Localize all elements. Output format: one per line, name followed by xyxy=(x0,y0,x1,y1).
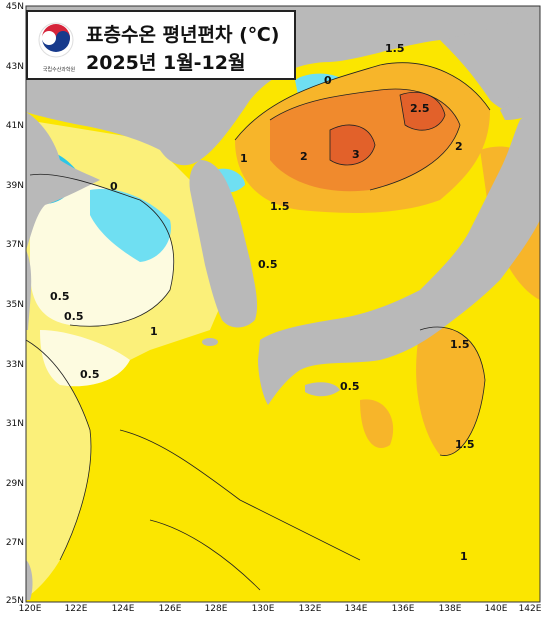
lon-label: 132E xyxy=(298,604,322,614)
lat-label: 25N xyxy=(5,596,24,606)
map-subtitle: 2025년 1월-12월 xyxy=(86,52,246,74)
taegeuk-logo-icon xyxy=(38,22,74,58)
lon-label: 136E xyxy=(391,604,415,614)
lat-label: 45N xyxy=(5,2,24,12)
contour-labels: 0 3 2.5 1.5 2 2 1.5 1 0.5 0.5 0.5 0.5 0.… xyxy=(50,42,475,563)
lon-label: 130E xyxy=(251,604,275,614)
title-box: 국립수산과학원 표층수온 평년편차 (℃) 2025년 1월-12월 xyxy=(26,10,296,80)
org-label: 국립수산과학원 xyxy=(42,67,76,73)
zone-1-5-pacific xyxy=(416,327,485,456)
lon-label: 138E xyxy=(438,604,462,614)
contour-label: 1 xyxy=(240,152,248,165)
lon-label: 128E xyxy=(204,604,228,614)
land-taiwan xyxy=(26,560,33,600)
lon-label: 126E xyxy=(158,604,182,614)
nifs-logo: 국립수산과학원 xyxy=(36,20,76,74)
plot-border xyxy=(25,5,541,603)
land-shikoku xyxy=(305,382,340,397)
zone-2-5-center xyxy=(330,125,375,165)
lat-label: 31N xyxy=(5,419,24,429)
map-title: 표층수온 평년편차 (℃) xyxy=(86,24,280,46)
contour-label: 1 xyxy=(460,550,468,563)
lat-label: 35N xyxy=(5,300,24,310)
lon-label: 142E xyxy=(518,604,542,614)
contour-label: 1.5 xyxy=(455,438,475,451)
contour-label: 2 xyxy=(300,150,308,163)
land-jeju xyxy=(202,338,218,346)
contour-label: 0 xyxy=(324,74,332,87)
contour-label: 0.5 xyxy=(80,368,100,381)
contour-label: 2.5 xyxy=(410,102,430,115)
lat-label: 37N xyxy=(5,240,24,250)
contour-label: 1.5 xyxy=(450,338,470,351)
zone-0-east-china xyxy=(40,330,130,387)
lon-label: 134E xyxy=(344,604,368,614)
lat-label: 29N xyxy=(5,479,24,489)
lat-label: 33N xyxy=(5,360,24,370)
lat-label: 43N xyxy=(5,62,24,72)
contour-label: 0.5 xyxy=(50,290,70,303)
land-china-coast-mid xyxy=(26,250,32,330)
contour-lines xyxy=(25,62,491,591)
contour-label: 2 xyxy=(455,140,463,153)
lon-label: 124E xyxy=(111,604,135,614)
lon-label: 140E xyxy=(484,604,508,614)
contour-label: 0.5 xyxy=(64,310,84,323)
land-hokkaido xyxy=(500,80,540,120)
contour-label: 1.5 xyxy=(385,42,405,55)
contour-label: 1 xyxy=(150,325,158,338)
contour-label: 3 xyxy=(352,148,360,161)
lat-label: 41N xyxy=(5,121,24,131)
contour-label: 0 xyxy=(110,180,118,193)
contour-label: 1.5 xyxy=(270,200,290,213)
lon-label: 120E xyxy=(18,604,42,614)
contour-label: 0.5 xyxy=(340,380,360,393)
zone-2-5-northeast xyxy=(400,92,445,131)
land-japan xyxy=(258,110,540,405)
zone-0-5-southwest xyxy=(26,340,91,598)
land-russia xyxy=(440,15,540,115)
lon-label: 122E xyxy=(64,604,88,614)
land-korea xyxy=(189,160,258,328)
zone-negative-west xyxy=(90,189,171,262)
lat-label: 39N xyxy=(5,181,24,191)
contour-label: 0.5 xyxy=(258,258,278,271)
lat-label: 27N xyxy=(5,538,24,548)
zone-1-5-south xyxy=(360,399,394,448)
land-china-coast-north xyxy=(26,112,100,250)
